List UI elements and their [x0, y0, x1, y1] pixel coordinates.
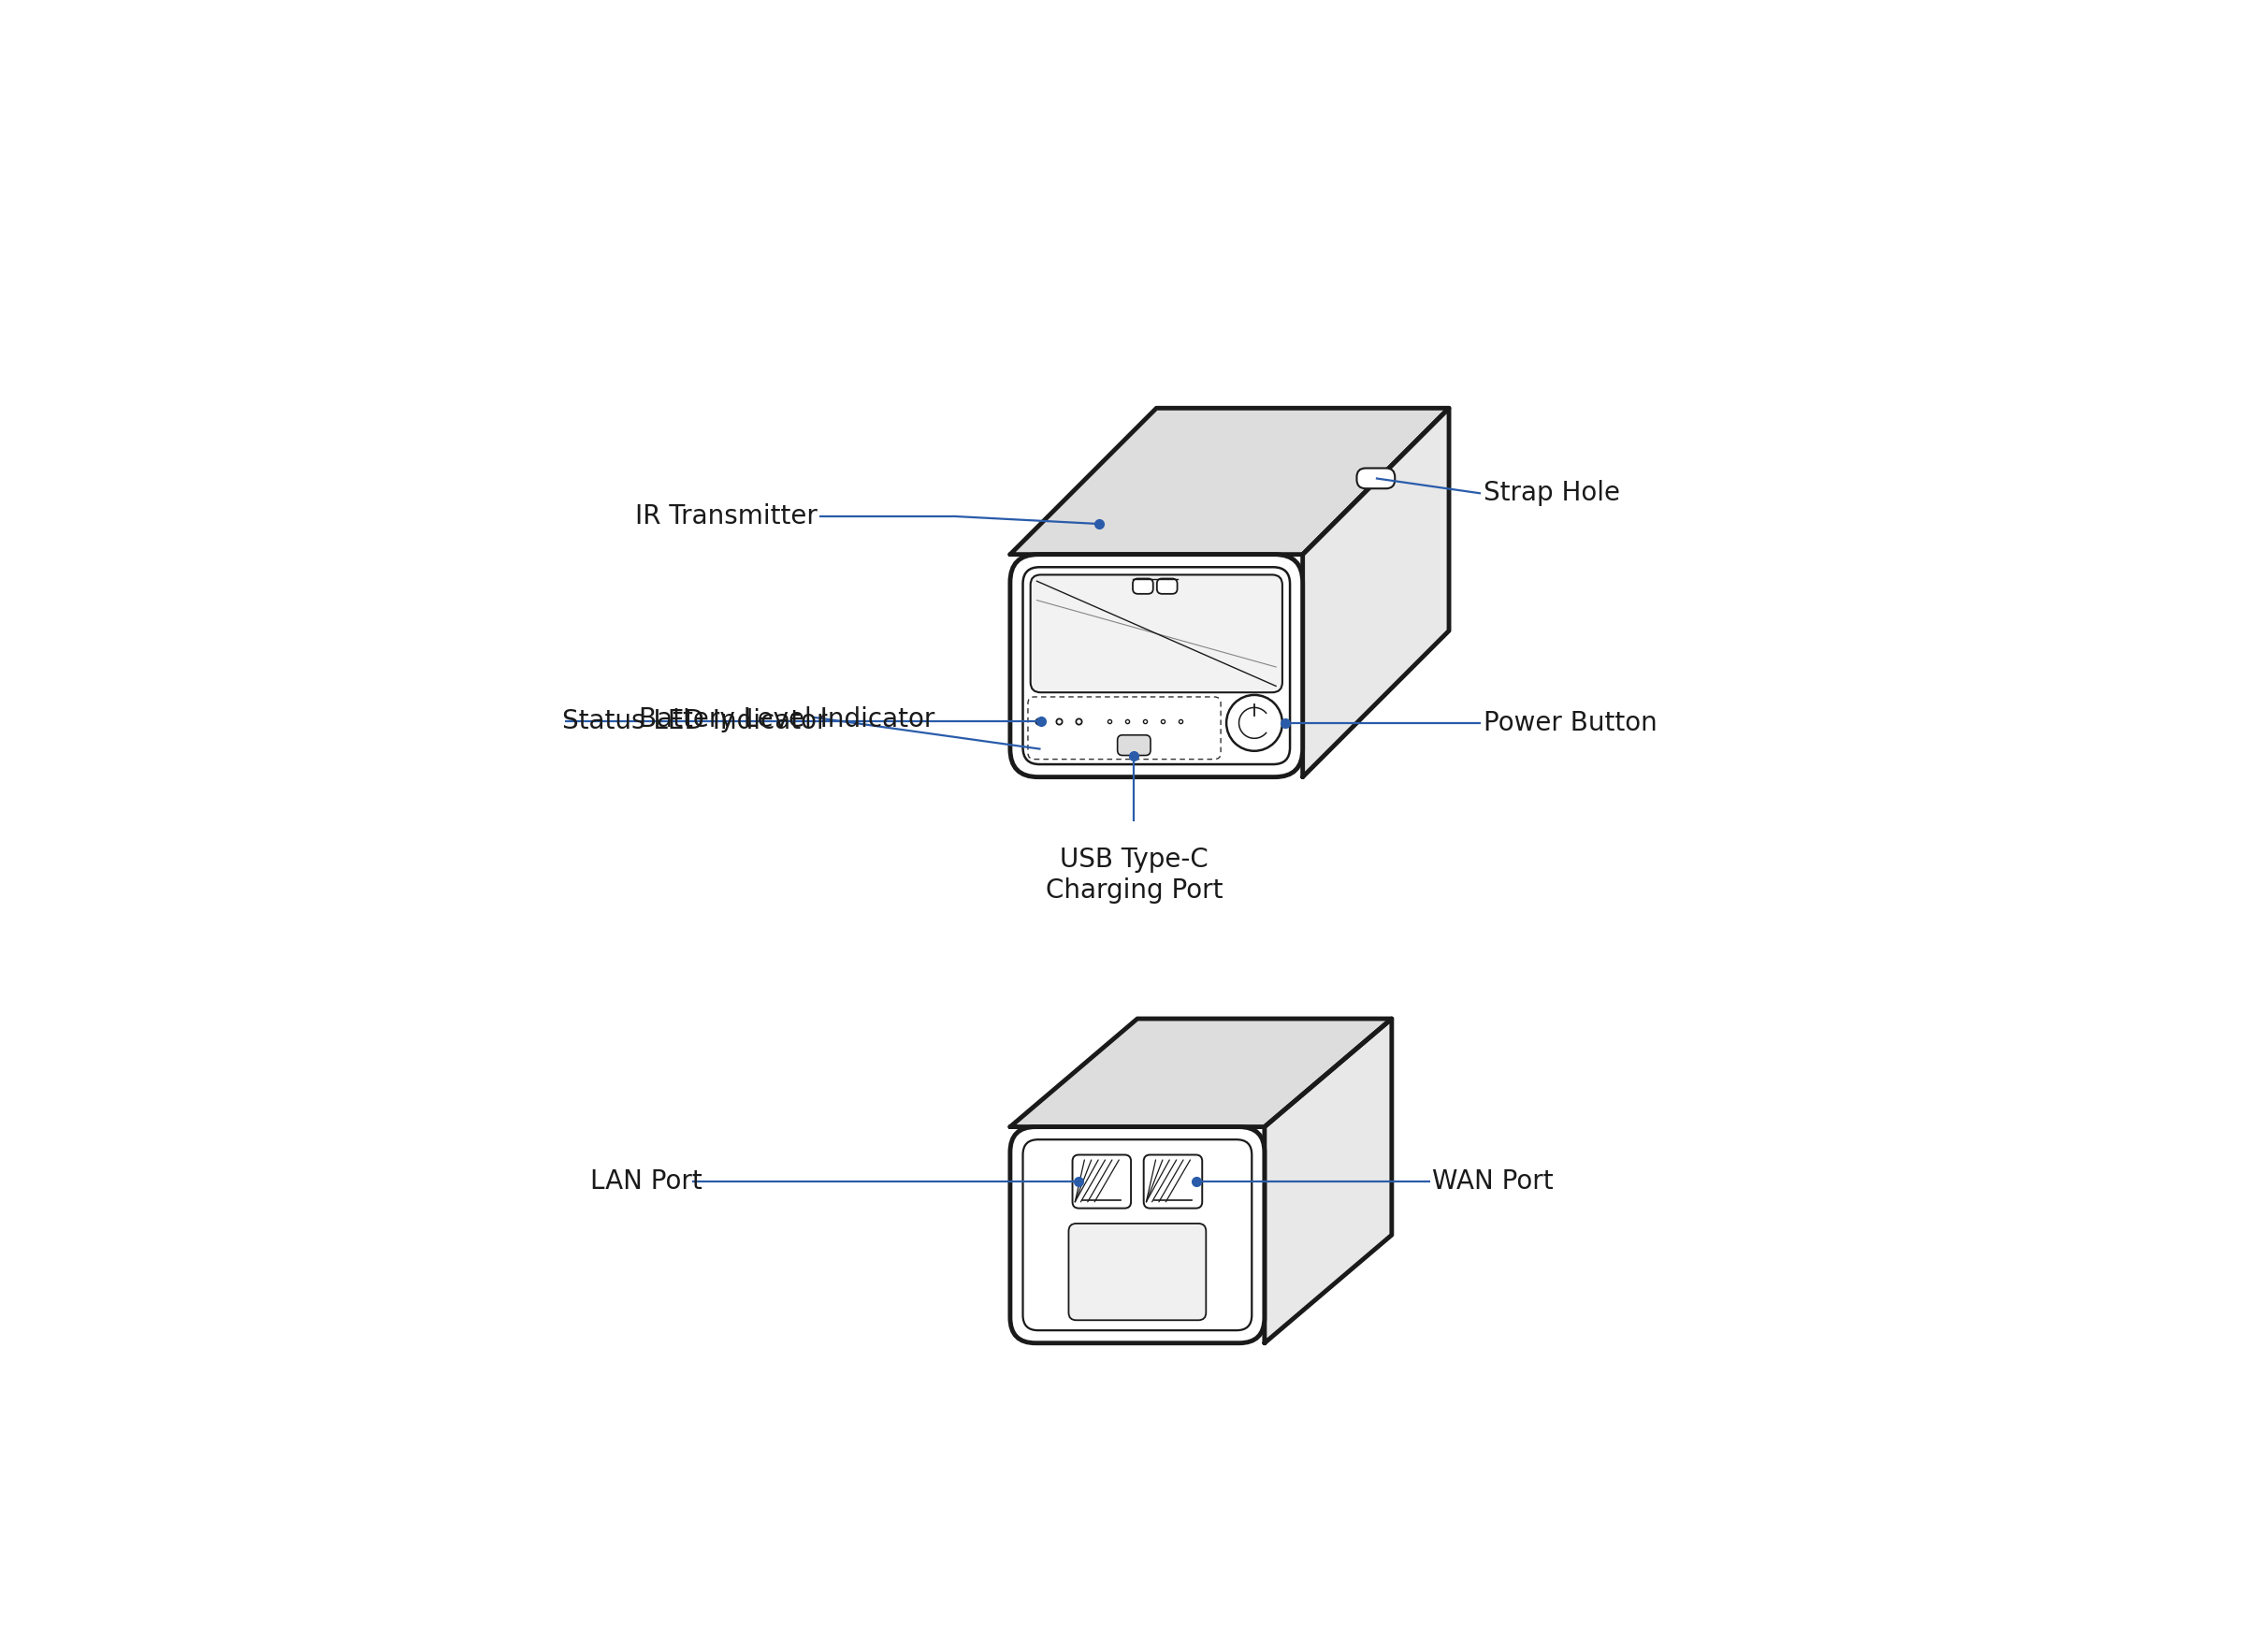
- FancyBboxPatch shape: [1118, 735, 1151, 755]
- Text: Status LED Indicator: Status LED Indicator: [563, 709, 828, 735]
- Text: Battery Level Indicator: Battery Level Indicator: [640, 707, 936, 733]
- Text: Strap Hole: Strap Hole: [1483, 481, 1620, 507]
- Text: USB Type-C
Charging Port: USB Type-C Charging Port: [1046, 847, 1223, 904]
- Circle shape: [1227, 695, 1281, 752]
- FancyBboxPatch shape: [1133, 578, 1153, 593]
- Text: IR Transmitter: IR Transmitter: [635, 504, 817, 529]
- Text: WAN Port: WAN Port: [1432, 1168, 1553, 1194]
- FancyBboxPatch shape: [1010, 555, 1304, 776]
- FancyBboxPatch shape: [1144, 1155, 1203, 1208]
- FancyBboxPatch shape: [1158, 578, 1178, 593]
- Text: Power Button: Power Button: [1483, 710, 1656, 737]
- FancyBboxPatch shape: [1073, 1155, 1131, 1208]
- FancyBboxPatch shape: [1358, 468, 1396, 489]
- FancyBboxPatch shape: [1068, 1224, 1205, 1320]
- Polygon shape: [1010, 408, 1450, 555]
- Polygon shape: [1010, 1019, 1391, 1127]
- Polygon shape: [1266, 1019, 1391, 1343]
- FancyBboxPatch shape: [1010, 1127, 1266, 1343]
- Text: LAN Port: LAN Port: [590, 1168, 702, 1194]
- FancyBboxPatch shape: [1030, 575, 1281, 692]
- Polygon shape: [1304, 408, 1450, 776]
